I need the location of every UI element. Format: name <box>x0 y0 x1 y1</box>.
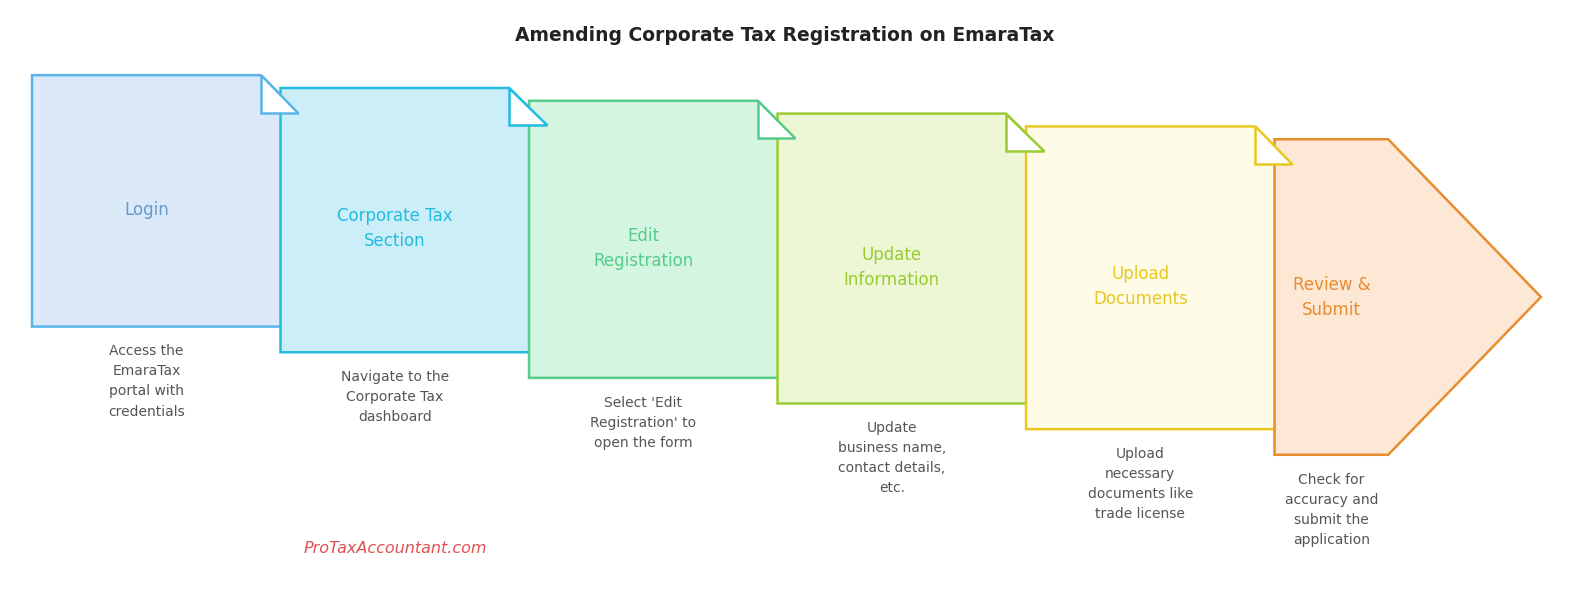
Text: Update
business name,
contact details,
etc.: Update business name, contact details, e… <box>838 421 946 496</box>
Text: Corporate Tax
Section: Corporate Tax Section <box>337 208 452 251</box>
Polygon shape <box>1274 139 1541 455</box>
Polygon shape <box>1006 113 1043 151</box>
Text: Edit
Registration: Edit Registration <box>593 227 693 270</box>
Text: Login: Login <box>124 201 169 219</box>
Polygon shape <box>31 75 298 327</box>
Polygon shape <box>1255 127 1293 164</box>
Polygon shape <box>529 101 795 378</box>
Text: ProTaxAccountant.com: ProTaxAccountant.com <box>303 541 486 556</box>
Text: Select 'Edit
Registration' to
open the form: Select 'Edit Registration' to open the f… <box>590 396 697 450</box>
Polygon shape <box>281 88 548 352</box>
Text: Navigate to the
Corporate Tax
dashboard: Navigate to the Corporate Tax dashboard <box>340 370 449 424</box>
Polygon shape <box>758 101 795 139</box>
Text: Access the
EmaraTax
portal with
credentials: Access the EmaraTax portal with credenti… <box>108 344 185 418</box>
Polygon shape <box>1026 127 1293 429</box>
Polygon shape <box>260 75 298 113</box>
Polygon shape <box>778 113 1043 404</box>
Text: Update
Information: Update Information <box>844 246 940 289</box>
Text: Review &
Submit: Review & Submit <box>1293 276 1370 319</box>
Text: Check for
accuracy and
submit the
application: Check for accuracy and submit the applic… <box>1285 473 1378 547</box>
Text: Upload
necessary
documents like
trade license: Upload necessary documents like trade li… <box>1087 447 1192 521</box>
Text: Upload
Documents: Upload Documents <box>1094 265 1188 308</box>
Polygon shape <box>508 88 548 125</box>
Text: Amending Corporate Tax Registration on EmaraTax: Amending Corporate Tax Registration on E… <box>515 26 1054 45</box>
